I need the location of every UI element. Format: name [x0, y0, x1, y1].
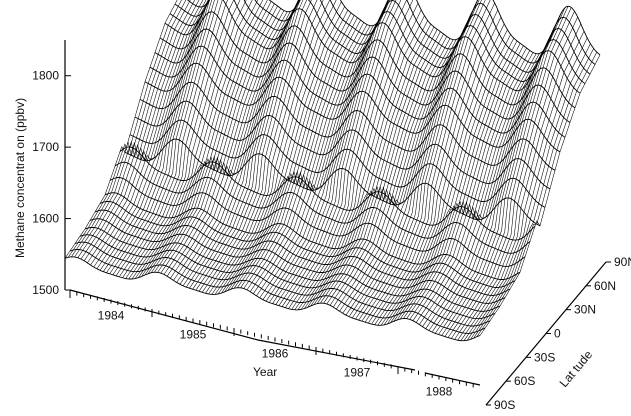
time-grid-line	[288, 0, 402, 309]
x-tick-label: 1986	[262, 347, 289, 361]
latitude-line	[69, 249, 486, 334]
z-tick-label: 1700	[32, 140, 59, 154]
x-axis-ticks: 1984 1985 1986 1987 1988	[69, 290, 474, 399]
latitude-line	[89, 218, 506, 304]
z-tick-label: 1500	[32, 283, 59, 297]
x-tick-label: 1988	[426, 385, 453, 399]
latitude-line	[159, 11, 576, 109]
y-axis-ticks: 90S 60S 30S 0 30N 60N 90N	[486, 255, 631, 412]
latitude-line	[144, 62, 561, 153]
y-tick-label: 30S	[534, 350, 555, 364]
latitude-line	[164, 0, 581, 94]
time-grid-line	[90, 0, 209, 266]
latitude-line	[129, 119, 546, 208]
x-tick-label: 1987	[344, 366, 371, 380]
time-grid-line	[182, 0, 300, 286]
latitude-line	[124, 138, 541, 227]
latitude-line	[64, 256, 481, 342]
time-grid-line	[67, 0, 182, 258]
latitude-line	[79, 234, 496, 320]
latitude-line	[139, 81, 556, 171]
latitude-line	[154, 28, 571, 123]
latitude-line	[94, 209, 511, 296]
latitude-line	[104, 192, 521, 280]
latitude-line	[174, 0, 591, 75]
latitude-line	[114, 161, 531, 254]
latitude-line	[109, 177, 526, 267]
z-tick-label: 1800	[32, 69, 59, 83]
x-tick-label: 1984	[98, 309, 125, 323]
latitude-line	[84, 226, 501, 312]
latitude-line	[149, 45, 566, 138]
time-grid-line	[83, 0, 204, 261]
y-axis-label: Lat tude	[557, 347, 596, 389]
latitude-line	[169, 0, 586, 84]
latitude-line	[99, 200, 516, 288]
surface-mesh	[64, 0, 601, 342]
latitude-line	[119, 146, 536, 241]
time-grid-line	[278, 0, 391, 306]
time-grid-line	[122, 0, 223, 278]
z-axis-label: Methane concentrat on (ppbv)	[13, 98, 27, 258]
time-grid-line	[112, 0, 213, 275]
z-axis-ticks: 1500 1600 1700 1800	[32, 69, 71, 297]
time-grid-line	[64, 0, 178, 259]
y-tick-label: 90S	[494, 398, 515, 412]
latitude-line	[268, 0, 601, 56]
x-axis-label: Year	[253, 365, 277, 379]
time-grid-line	[227, 9, 349, 291]
x-axis-line-segment-1	[69, 289, 259, 341]
z-tick-label: 1600	[32, 212, 59, 226]
latitude-line	[134, 100, 551, 190]
time-grid-line	[109, 0, 210, 274]
latitude-line	[186, 0, 596, 65]
time-grid-line	[125, 0, 228, 279]
y-tick-label: 60N	[594, 279, 616, 293]
latitude-line	[74, 241, 491, 327]
y-tick-label: 60S	[514, 374, 535, 388]
y-tick-label: 90N	[614, 255, 631, 269]
x-tick-label: 1985	[180, 328, 207, 342]
time-grid-line	[211, 0, 324, 295]
y-tick-label: 30N	[574, 303, 596, 317]
time-grid-line	[361, 0, 480, 322]
y-tick-label: 0	[554, 327, 561, 341]
